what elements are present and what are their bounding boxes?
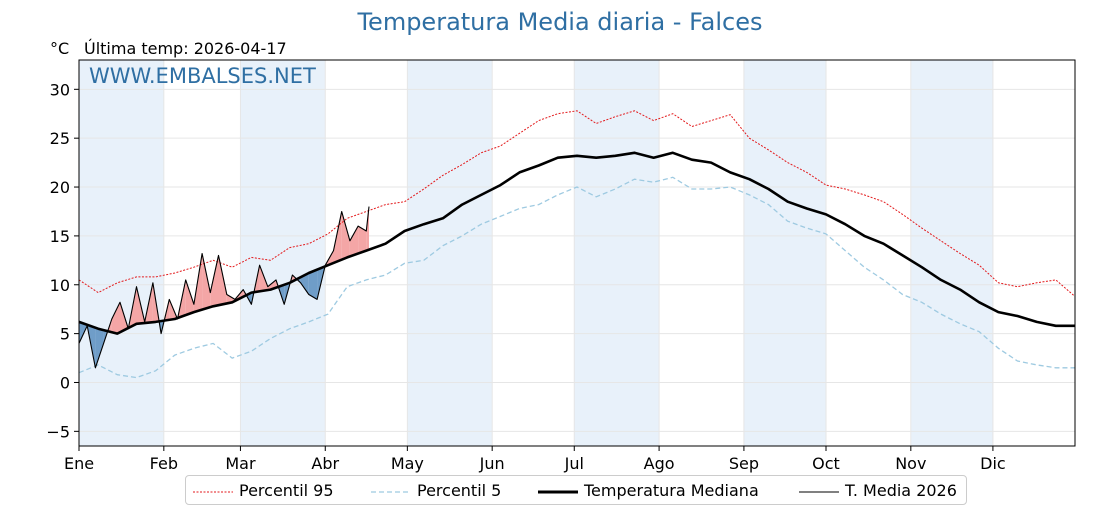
month-band	[744, 60, 826, 446]
x-tick-label: May	[391, 454, 424, 473]
x-tick-label: Mar	[225, 454, 256, 473]
y-axis-ticks: −5 0 5 10 15 20 25 30	[46, 80, 79, 441]
month-band	[240, 60, 325, 446]
x-tick-label: Ene	[64, 454, 94, 473]
x-tick-label: Jul	[564, 454, 584, 473]
legend-label-p95: Percentil 95	[239, 481, 334, 500]
x-tick-label: Sep	[729, 454, 759, 473]
x-axis-ticks: Ene Feb Mar Abr May Jun Jul Ago Sep Oct Nov Dic	[64, 446, 1006, 473]
x-tick-label: Abr	[311, 454, 339, 473]
x-tick-label: Ago	[644, 454, 675, 473]
legend-label-median: Temperatura Mediana	[584, 481, 759, 500]
y-tick-label: 0	[60, 373, 70, 392]
last-temp-label: Última temp: 2026-04-17	[84, 39, 287, 58]
x-tick-label: Nov	[895, 454, 926, 473]
month-band	[79, 60, 164, 446]
x-tick-label: Feb	[150, 454, 178, 473]
y-tick-label: −5	[46, 422, 70, 441]
y-tick-label: 5	[60, 325, 70, 344]
month-band	[911, 60, 993, 446]
legend-label-current: T. Media 2026	[845, 481, 957, 500]
y-tick-label: 30	[50, 80, 70, 99]
x-tick-label: Oct	[812, 454, 840, 473]
chart-title: Temperatura Media diaria - Falces	[0, 8, 1120, 36]
y-tick-label: 20	[50, 178, 70, 197]
x-tick-label: Jun	[479, 454, 505, 473]
month-band	[574, 60, 659, 446]
x-tick-label: Dic	[980, 454, 1006, 473]
y-axis-unit: °C	[50, 39, 69, 58]
y-tick-label: 15	[50, 227, 70, 246]
anomaly-fill-above	[350, 226, 358, 256]
month-band	[407, 60, 492, 446]
watermark: WWW.EMBALSES.NET	[89, 64, 316, 88]
month-bands	[79, 60, 993, 446]
y-tick-label: 25	[50, 129, 70, 148]
legend: Percentil 95 Percentil 5 Temperatura Med…	[185, 475, 967, 505]
y-tick-label: 10	[50, 276, 70, 295]
legend-label-p5: Percentil 5	[417, 481, 501, 500]
